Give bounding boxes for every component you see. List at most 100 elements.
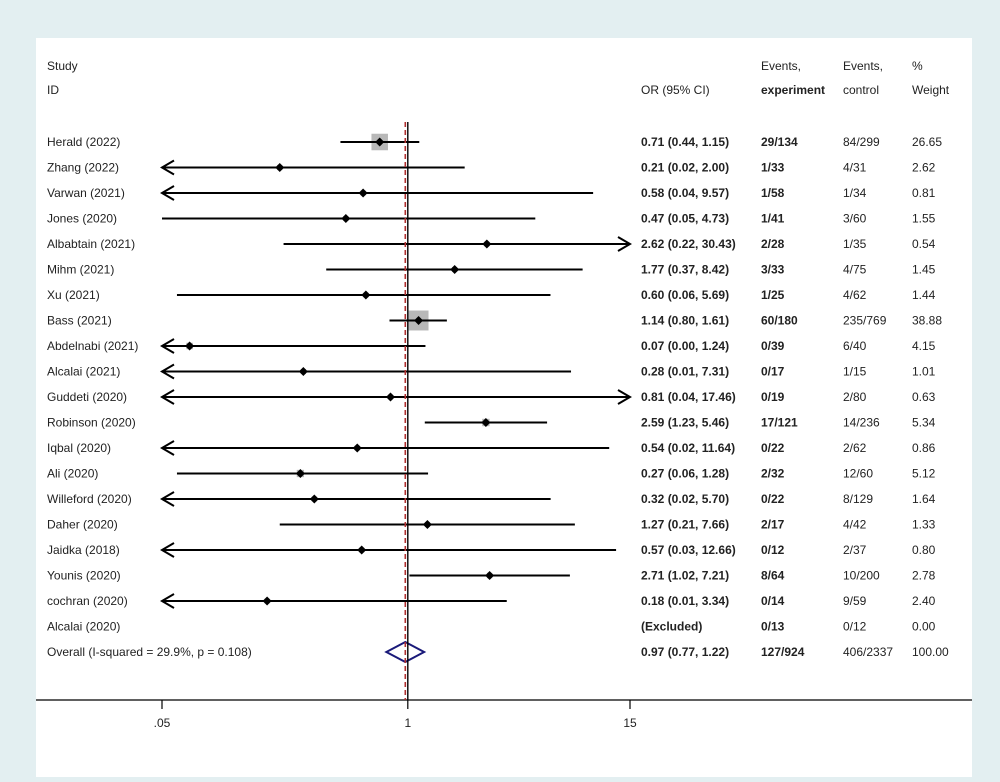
point-estimate-marker	[450, 265, 460, 274]
point-estimate-marker	[352, 443, 362, 453]
study-label: Iqbal (2020)	[47, 441, 111, 455]
events-experiment-value: 0/17	[761, 365, 785, 379]
point-estimate-marker	[485, 571, 495, 580]
or-ci-value: 0.27 (0.06, 1.28)	[641, 467, 729, 481]
study-label: Bass (2021)	[47, 314, 112, 328]
header-weight-line2: Weight	[912, 83, 950, 97]
point-estimate-marker	[185, 341, 195, 351]
ci-left-arrow	[160, 185, 175, 201]
ci-left-arrow	[160, 159, 175, 176]
point-estimate-marker	[298, 367, 308, 376]
study-row: Iqbal (2020) 0.54 (0.02, 11.64) 0/22 2/62 0.…	[47, 440, 936, 456]
study-row: Ali (2020) 0.27 (0.06, 1.28) 2/32 12/60 5.12	[47, 467, 936, 481]
overall-weight: 100.00	[912, 645, 949, 659]
ci-right-arrow	[617, 389, 632, 405]
ci-left-arrow	[160, 491, 175, 507]
or-ci-value: (Excluded)	[641, 620, 702, 634]
or-ci-value: 0.58 (0.04, 9.57)	[641, 186, 729, 200]
events-control-value: 84/299	[843, 135, 880, 149]
header-events-experiment-line1: Events,	[761, 59, 801, 73]
study-label: cochran (2020)	[47, 594, 128, 608]
events-experiment-value: 2/32	[761, 467, 785, 481]
events-experiment-value: 0/12	[761, 543, 785, 557]
study-row: Varwan (2021) 0.58 (0.04, 9.57) 1/58 1/34 0.…	[47, 185, 936, 201]
overall-diamond	[384, 640, 427, 664]
point-estimate-marker	[386, 392, 396, 402]
events-experiment-value: 3/33	[761, 263, 785, 277]
or-ci-value: 1.14 (0.80, 1.61)	[641, 314, 729, 328]
events-control-value: 6/40	[843, 339, 867, 353]
weight-value: 0.00	[912, 620, 936, 634]
ci-right-arrow	[617, 236, 632, 252]
events-experiment-value: 2/28	[761, 237, 785, 251]
header-events-control-line1: Events,	[843, 59, 883, 73]
events-experiment-value: 0/13	[761, 620, 785, 634]
events-experiment-value: 17/121	[761, 416, 798, 430]
or-ci-value: 2.62 (0.22, 30.43)	[641, 237, 736, 251]
ci-left-arrow	[160, 338, 175, 354]
study-rows: Herald (2022) 0.71 (0.44, 1.15) 29/134 84/2…	[47, 133, 942, 634]
study-row: Alcalai (2021) 0.28 (0.01, 7.31) 0/17 1/15 1…	[47, 363, 936, 380]
events-experiment-value: 0/14	[761, 594, 785, 608]
events-experiment-value: 2/17	[761, 518, 785, 532]
x-tick-label: 15	[623, 716, 637, 730]
point-estimate-marker	[375, 137, 385, 147]
or-ci-value: 0.18 (0.01, 3.34)	[641, 594, 729, 608]
or-ci-value: 2.59 (1.23, 5.46)	[641, 416, 729, 430]
events-control-value: 1/34	[843, 186, 867, 200]
point-estimate-marker	[422, 520, 432, 529]
or-ci-value: 2.71 (1.02, 7.21)	[641, 569, 729, 583]
study-label: Jones (2020)	[47, 212, 117, 226]
events-experiment-value: 8/64	[761, 569, 785, 583]
events-control-value: 8/129	[843, 492, 873, 506]
study-label: Guddeti (2020)	[47, 390, 127, 404]
events-control-value: 9/59	[843, 594, 867, 608]
point-estimate-marker	[262, 596, 272, 606]
weight-value: 1.44	[912, 288, 936, 302]
point-estimate-marker	[357, 545, 367, 555]
study-row: Abdelnabi (2021) 0.07 (0.00, 1.24) 0/39 6/4…	[47, 338, 936, 354]
events-control-value: 2/80	[843, 390, 867, 404]
study-row: Daher (2020) 1.27 (0.21, 7.66) 2/17 4/42 1.3…	[47, 518, 936, 532]
study-label: Willeford (2020)	[47, 492, 132, 506]
events-control-value: 235/769	[843, 314, 887, 328]
study-row: Mihm (2021) 1.77 (0.37, 8.42) 3/33 4/75 1.45	[47, 263, 936, 277]
study-label: Ali (2020)	[47, 467, 98, 481]
or-ci-value: 0.47 (0.05, 4.73)	[641, 212, 729, 226]
study-label: Mihm (2021)	[47, 263, 114, 277]
point-estimate-marker	[275, 163, 285, 172]
study-row: Robinson (2020) 2.59 (1.23, 5.46) 17/121 14…	[47, 416, 936, 430]
study-label: Daher (2020)	[47, 518, 118, 532]
events-control-value: 3/60	[843, 212, 867, 226]
study-row: Jaidka (2018) 0.57 (0.03, 12.66) 0/12 2/37 0…	[47, 542, 936, 558]
events-experiment-value: 0/22	[761, 441, 785, 455]
study-row: Jones (2020) 0.47 (0.05, 4.73) 1/41 3/60 1.5…	[47, 212, 936, 226]
weight-value: 0.86	[912, 441, 936, 455]
weight-value: 0.63	[912, 390, 936, 404]
header-study-line1: Study	[47, 59, 78, 73]
study-label: Herald (2022)	[47, 135, 120, 149]
or-ci-value: 1.27 (0.21, 7.66)	[641, 518, 729, 532]
events-control-value: 0/12	[843, 620, 867, 634]
or-ci-value: 0.21 (0.02, 2.00)	[641, 161, 729, 175]
header-weight-line1: %	[912, 59, 923, 73]
events-experiment-value: 0/39	[761, 339, 785, 353]
or-ci-value: 0.07 (0.00, 1.24)	[641, 339, 729, 353]
study-row: Albabtain (2021) 2.62 (0.22, 30.43) 2/28 1/…	[47, 236, 936, 252]
overall-or-ci-value: 0.97 (0.77, 1.22)	[641, 645, 729, 659]
point-estimate-marker	[309, 494, 319, 504]
point-estimate-marker	[361, 290, 371, 300]
study-row: Guddeti (2020) 0.81 (0.04, 17.46) 0/19 2/80…	[47, 389, 936, 405]
study-label: Alcalai (2020)	[47, 620, 120, 634]
weight-value: 0.80	[912, 543, 936, 557]
events-control-value: 12/60	[843, 467, 873, 481]
events-experiment-value: 60/180	[761, 314, 798, 328]
events-control-value: 4/62	[843, 288, 867, 302]
point-estimate-marker	[358, 188, 368, 198]
weight-value: 38.88	[912, 314, 942, 328]
study-row: Younis (2020) 2.71 (1.02, 7.21) 8/64 10/200…	[47, 569, 936, 583]
study-label: Abdelnabi (2021)	[47, 339, 138, 353]
point-estimate-marker	[414, 316, 424, 325]
or-ci-value: 0.81 (0.04, 17.46)	[641, 390, 736, 404]
